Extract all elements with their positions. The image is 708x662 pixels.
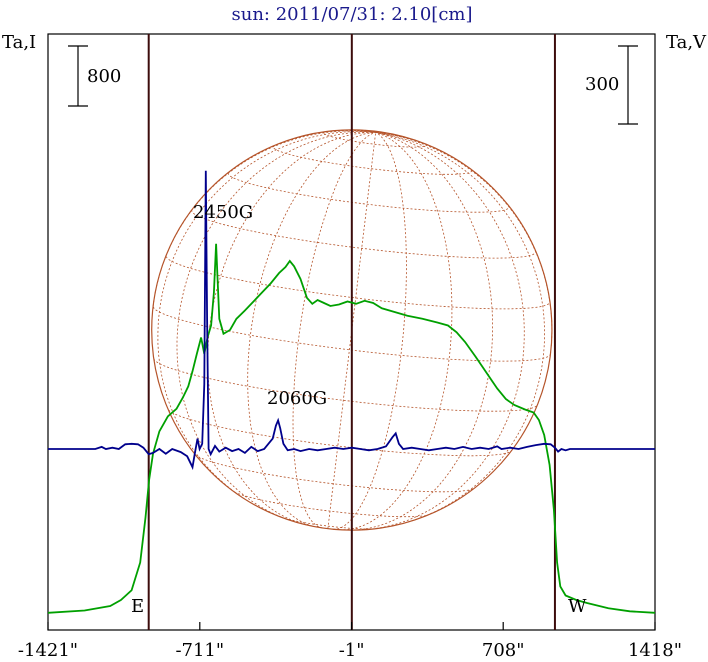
longitude-line — [292, 131, 376, 529]
latitude-line — [272, 144, 473, 175]
latitude-line — [194, 454, 475, 493]
longitude-line — [363, 131, 525, 531]
longitude-line — [375, 131, 546, 523]
latitude-line — [165, 256, 551, 310]
latitude-line — [152, 306, 551, 362]
west-limb-label: W — [568, 596, 587, 617]
x-axis-ticks: -1421" -711" -1" 708" 1418" — [18, 622, 682, 661]
chart-title: sun: 2011/07/31: 2.10[cm] — [231, 4, 472, 25]
longitude-line — [333, 131, 407, 530]
latitude-line — [191, 209, 537, 259]
longitude-line — [349, 131, 494, 531]
longitude-line — [152, 130, 376, 307]
right-scale-bar — [618, 45, 638, 125]
left-axis-label: Ta,I — [2, 32, 36, 53]
left-scale-label: 800 — [87, 66, 121, 87]
longitude-line — [375, 131, 444, 153]
annotation-2450g: 2450G — [193, 202, 253, 223]
longitude-line — [207, 131, 376, 526]
latitude-line — [153, 358, 538, 412]
annotation-2060g: 2060G — [267, 388, 327, 409]
right-axis-label: Ta,V — [666, 32, 707, 53]
longitude-line — [375, 131, 391, 135]
x-tick-label: -1" — [339, 640, 365, 661]
longitude-line — [375, 131, 553, 355]
x-tick-label: -1421" — [18, 640, 78, 661]
x-tick-label: 708" — [482, 640, 525, 661]
latitude-line — [227, 172, 510, 213]
longitude-line — [327, 132, 377, 529]
latitude-line — [280, 516, 377, 530]
longitude-line — [176, 131, 376, 522]
latitude-line — [168, 409, 511, 457]
longitude-line — [343, 131, 453, 531]
left-scale-bar — [68, 45, 88, 107]
polarization-curve — [48, 170, 655, 471]
x-tick-label: 1418" — [628, 640, 682, 661]
x-tick-label: -711" — [175, 640, 224, 661]
right-scale-label: 300 — [585, 74, 619, 95]
longitude-line — [247, 131, 376, 527]
intensity-curve — [47, 243, 656, 614]
east-limb-label: E — [131, 596, 144, 617]
